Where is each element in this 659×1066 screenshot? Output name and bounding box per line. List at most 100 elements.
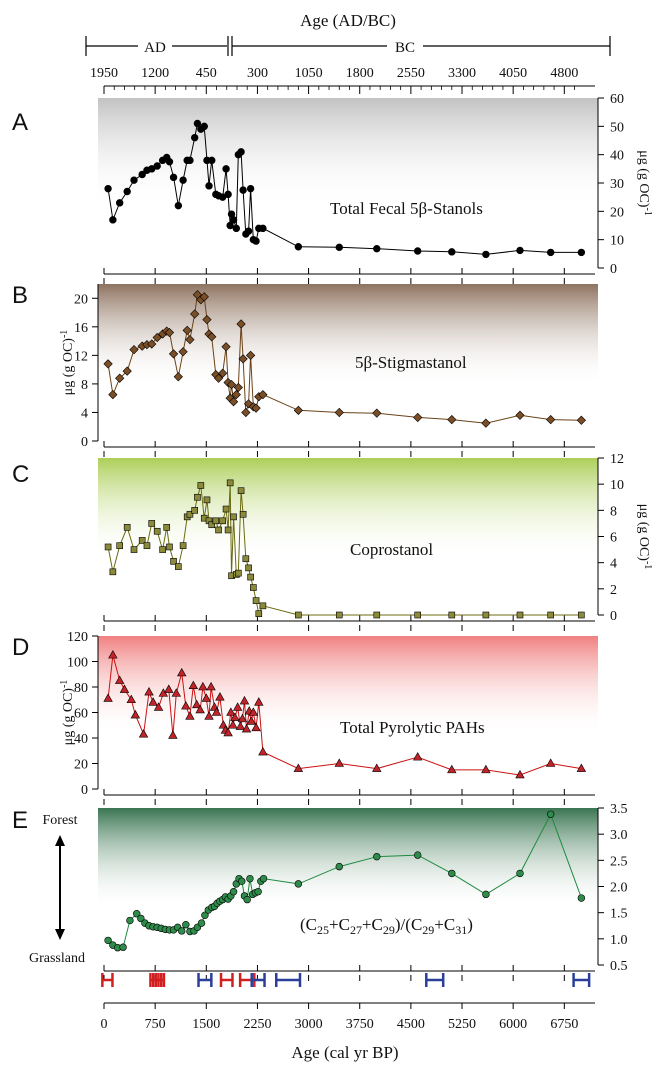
data-point <box>148 697 158 706</box>
data-point <box>114 675 125 684</box>
date-marker <box>219 973 234 987</box>
data-point <box>335 243 343 252</box>
data-point <box>218 368 228 378</box>
data-point <box>245 564 252 572</box>
date-marker <box>197 973 213 987</box>
panel-background <box>98 458 598 561</box>
panel-background <box>98 98 598 209</box>
bottom-axis-tick-label: 3750 <box>346 1017 374 1032</box>
y-tick-label: 3.0 <box>610 828 628 843</box>
bottom-axis-tick-label: 1500 <box>192 1017 220 1032</box>
data-point <box>546 810 555 818</box>
data-point <box>293 763 304 772</box>
top-axis-tick-label: 4050 <box>499 66 527 81</box>
data-point <box>169 173 178 182</box>
data-point <box>258 389 268 400</box>
data-point <box>247 573 254 581</box>
panel-letter-e: E <box>12 807 28 834</box>
data-point <box>373 852 381 861</box>
data-point <box>194 493 201 501</box>
data-point <box>181 701 191 710</box>
series-line <box>107 482 582 616</box>
data-point <box>116 542 123 549</box>
y-tick-label: 20 <box>610 205 624 220</box>
panel-b: 0 4 8 12 16 20 μg (g OC)-1 5β-Stigmastanol <box>59 284 598 457</box>
data-point <box>204 711 214 720</box>
data-point <box>108 389 118 400</box>
y-tick-label: 4 <box>610 557 617 572</box>
data-point <box>259 224 267 233</box>
data-point <box>193 119 202 128</box>
bottom-axis: 0 750 1500 2250 3000 3750 4500 5250 6000 6750 Age… <box>101 1002 595 1062</box>
data-point <box>115 199 124 207</box>
data-point <box>228 720 238 729</box>
panel-letter-a: A <box>12 109 28 136</box>
data-point <box>448 869 456 878</box>
data-point <box>222 165 230 173</box>
y-tick-label: 0 <box>81 435 88 450</box>
data-point <box>153 702 164 711</box>
data-point <box>226 707 236 716</box>
y-tick-label: 2 <box>610 583 617 598</box>
bottom-axis-tick-label: 4500 <box>397 1017 425 1032</box>
data-point <box>293 405 303 415</box>
top-axis-tick-label: 1200 <box>141 66 169 81</box>
y-tick-label: 120 <box>67 630 88 645</box>
data-point <box>241 723 252 733</box>
data-point <box>103 359 113 369</box>
data-point <box>546 414 556 425</box>
data-point <box>138 170 146 179</box>
data-point <box>190 133 199 142</box>
y-axis-label-exponent: -1 <box>642 207 653 215</box>
top-axis-title: Age (AD/BC) <box>300 11 396 30</box>
y-tick-label: 1.5 <box>610 907 628 922</box>
series-label: Total Fecal 5β-Stanols <box>330 199 483 218</box>
data-point <box>178 347 188 357</box>
data-point <box>177 667 187 677</box>
bottom-axis-tick-label: 3000 <box>295 1017 323 1032</box>
panel-a: 0 10 20 30 40 50 60 μg (g OC)-1 Total Fecal 5β-S… <box>98 92 653 284</box>
top-axis-tick-label: 1950 <box>90 66 118 81</box>
data-point <box>174 201 183 210</box>
data-point <box>252 237 260 245</box>
data-point <box>173 372 183 382</box>
data-point <box>208 521 216 529</box>
data-point <box>516 611 524 619</box>
data-point <box>235 569 242 577</box>
data-point <box>186 156 194 165</box>
data-point <box>414 611 421 619</box>
data-point <box>246 184 255 193</box>
forest-label: Forest <box>43 813 78 828</box>
data-point <box>334 758 344 767</box>
data-point <box>237 487 245 495</box>
data-point <box>175 563 182 570</box>
data-point <box>251 722 261 732</box>
bottom-axis-tick-label: 6000 <box>499 1017 527 1032</box>
data-point <box>224 190 232 199</box>
forest-grassland-indicator: Forest Grassland <box>29 813 85 966</box>
data-point <box>164 327 175 338</box>
era-bc-label: BC <box>395 40 415 56</box>
data-point <box>482 890 490 899</box>
data-point <box>226 479 234 487</box>
data-point <box>123 524 131 531</box>
data-point <box>104 184 112 193</box>
bottom-axis-tick-label: 0 <box>101 1017 108 1032</box>
data-point <box>515 410 525 420</box>
arrow-down-icon <box>55 929 65 940</box>
data-point <box>211 707 222 716</box>
data-point <box>182 325 192 336</box>
y-tick-label: 0.5 <box>610 959 628 974</box>
data-point <box>237 148 245 156</box>
data-point <box>235 721 246 730</box>
panel-background <box>98 636 598 736</box>
data-point <box>138 537 146 544</box>
data-point <box>192 699 202 709</box>
data-point <box>200 122 208 131</box>
data-point <box>171 688 181 697</box>
data-point <box>223 727 233 737</box>
y-tick-label: 40 <box>74 732 88 747</box>
grassland-label: Grassland <box>29 951 85 966</box>
data-point <box>545 758 556 767</box>
